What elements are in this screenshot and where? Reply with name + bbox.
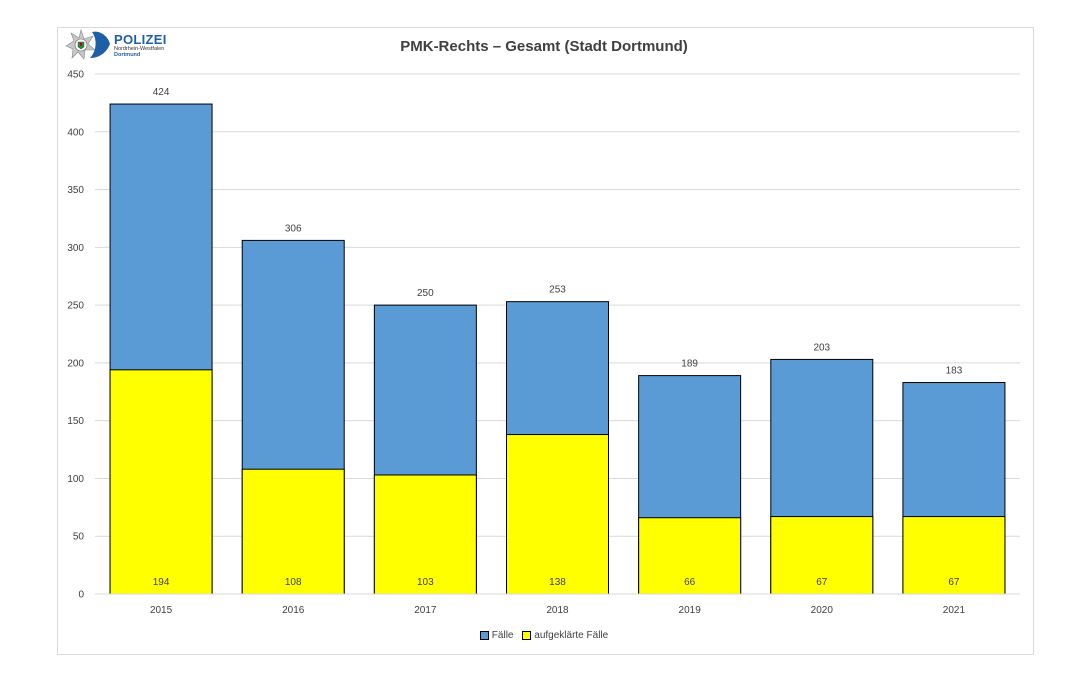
bar-aufgeklaert	[506, 434, 609, 595]
data-label-faelle: 306	[285, 223, 302, 234]
polizei-logo	[62, 28, 172, 62]
legend-item-aufgeklaert: aufgeklärte Fälle	[522, 630, 608, 641]
legend-swatch-aufgeklaert	[522, 631, 532, 640]
y-tick-label: 0	[78, 590, 84, 601]
legend-item-faelle: Fälle	[479, 630, 514, 641]
x-tick-label: 2015	[150, 605, 173, 616]
y-tick-label: 350	[67, 185, 84, 196]
data-label-faelle: 203	[813, 342, 830, 353]
y-tick-label: 200	[67, 358, 84, 369]
y-tick-label: 100	[67, 474, 84, 485]
data-label-aufgeklaert: 108	[285, 577, 302, 588]
y-tick-label: 50	[73, 532, 85, 543]
y-tick-label: 450	[67, 70, 84, 81]
y-tick-label: 150	[67, 416, 84, 427]
x-tick-label: 2016	[282, 605, 305, 616]
bar-aufgeklaert	[241, 468, 345, 595]
y-tick-label: 300	[67, 243, 84, 254]
legend-label-aufgeklaert: aufgeklärte Fälle	[534, 630, 609, 641]
x-tick-label: 2018	[546, 605, 569, 616]
legend: Fälle aufgeklärte Fälle	[0, 630, 1088, 643]
police-star-icon	[65, 28, 110, 60]
legend-label-faelle: Fälle	[491, 630, 514, 641]
data-label-aufgeklaert: 194	[153, 577, 170, 588]
data-label-faelle: 183	[946, 366, 963, 377]
data-label-faelle: 189	[681, 359, 698, 370]
logo-main-text: POLIZEI	[114, 32, 167, 47]
logo-city-text: Dortmund	[114, 52, 141, 58]
x-tick-label: 2020	[811, 605, 834, 616]
logo-sub-text: Nordrhein-Westfalen	[114, 46, 165, 52]
legend-swatch-faelle	[479, 631, 489, 640]
data-label-faelle: 250	[417, 288, 434, 299]
data-label-aufgeklaert: 138	[549, 577, 566, 588]
chart-title: PMK-Rechts – Gesamt (Stadt Dortmund)	[400, 38, 688, 55]
y-tick-label: 400	[67, 127, 84, 138]
data-label-aufgeklaert: 67	[948, 577, 960, 588]
data-label-faelle: 424	[153, 87, 170, 98]
bar-aufgeklaert	[373, 474, 477, 595]
x-tick-label: 2017	[414, 605, 437, 616]
bar-aufgeklaert	[109, 369, 213, 595]
y-tick-label: 250	[67, 301, 84, 312]
logo-text: POLIZEI Nordrhein-Westfalen Dortmund	[114, 33, 167, 58]
bar-aufgeklaert	[638, 517, 742, 595]
x-tick-label: 2021	[943, 605, 966, 616]
data-label-aufgeklaert: 67	[816, 577, 828, 588]
data-label-faelle: 253	[549, 285, 566, 296]
data-label-aufgeklaert: 103	[417, 577, 434, 588]
data-label-aufgeklaert: 66	[684, 577, 696, 588]
x-tick-label: 2019	[679, 605, 702, 616]
